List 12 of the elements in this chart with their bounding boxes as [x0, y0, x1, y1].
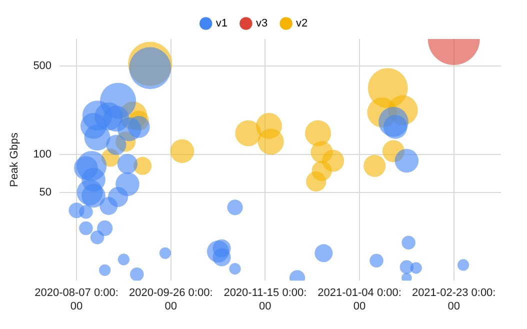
- x-tick-label: 2020-09-26 0:00:00: [128, 287, 213, 312]
- y-tick-label: 100: [33, 148, 52, 160]
- legend-label: v1: [216, 18, 228, 30]
- y-tick-label: 50: [39, 186, 52, 198]
- legend-label: v2: [296, 18, 308, 30]
- y-tick-label: 500: [33, 60, 52, 72]
- legend-label: v3: [256, 18, 268, 30]
- x-tick-label: 2021-02-23 0:00:00: [412, 287, 496, 312]
- x-tick-label: 2021-01-04 0:00:00: [318, 287, 402, 312]
- y-axis-title: Peak Gbps: [8, 132, 21, 188]
- x-tick-label: 2020-08-07 0:00:00: [34, 287, 118, 312]
- x-tick-label: 2020-11-15 0:00:00: [224, 287, 307, 312]
